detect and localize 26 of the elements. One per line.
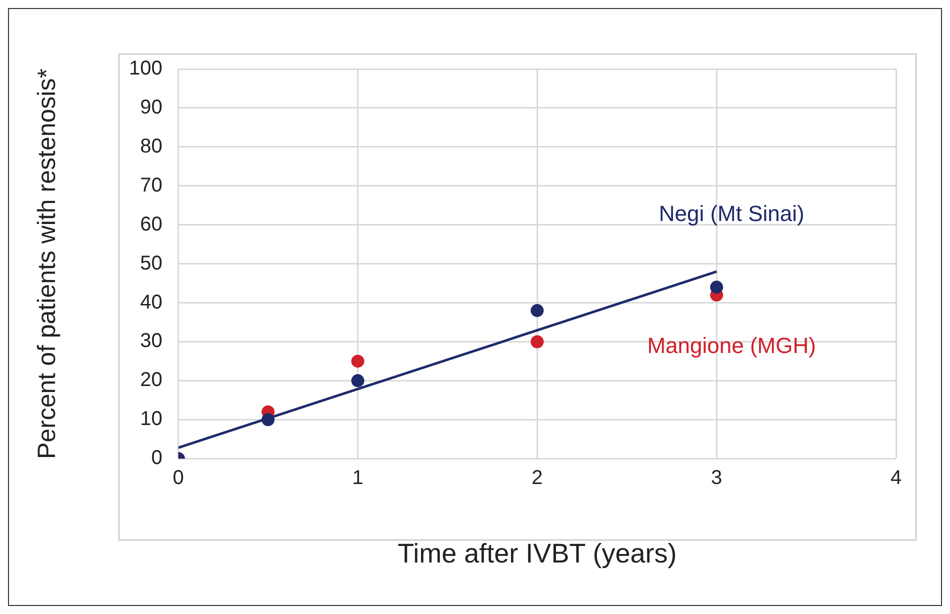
y-tick-label: 70 <box>140 174 162 196</box>
y-tick-label: 30 <box>140 330 162 352</box>
y-tick-label: 90 <box>140 96 162 118</box>
point <box>710 280 724 294</box>
point <box>530 304 544 318</box>
point <box>351 354 364 368</box>
point <box>351 374 364 388</box>
y-tick-label: 80 <box>140 135 162 158</box>
y-tick-label: 10 <box>140 408 162 430</box>
text: Negi (Mt Sinai) <box>658 201 804 226</box>
y-tick-label: 60 <box>140 213 162 236</box>
point <box>262 413 275 426</box>
y-tick-label: 50 <box>140 252 162 274</box>
y-tick-label: 40 <box>140 291 162 314</box>
x-tick-label: 0 <box>172 467 184 490</box>
y-axis-title: Percent of patients with restenosis* <box>32 68 61 460</box>
x-axis-title: Time after IVBT (years) <box>398 538 677 568</box>
x-tick-label: 4 <box>890 467 902 490</box>
y-tick-label: 100 <box>128 58 162 80</box>
y-tick-label: 0 <box>151 447 162 470</box>
x-tick-label: 1 <box>352 467 364 490</box>
text: Mangione (MGH) <box>647 333 816 358</box>
y-tick-label: 20 <box>140 369 162 392</box>
point <box>530 335 544 348</box>
x-tick-label: 2 <box>532 467 543 490</box>
x-tick-label: 3 <box>711 467 722 490</box>
